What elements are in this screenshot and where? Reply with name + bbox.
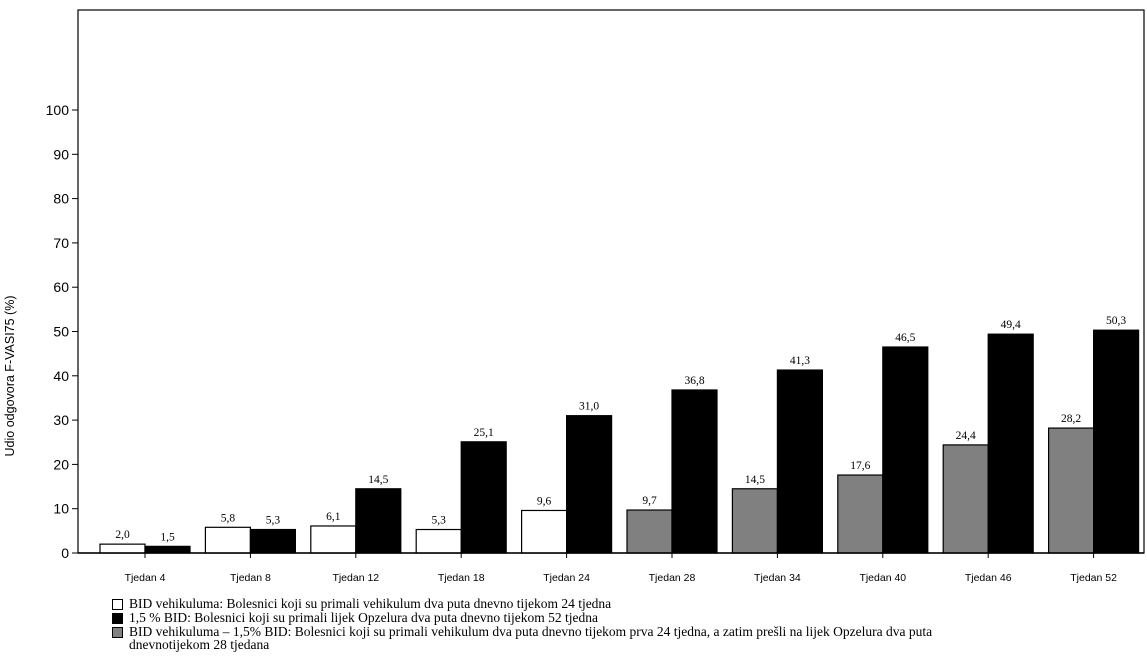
legend-swatch-white <box>112 599 123 610</box>
bar-value-label: 46,5 <box>895 332 915 344</box>
y-tick-label: 100 <box>46 102 70 118</box>
y-axis-label: Udio odgovora F-VASI75 (%) <box>3 296 17 457</box>
bar <box>460 441 507 554</box>
legend-swatch-gray <box>112 627 123 638</box>
bar <box>776 369 824 554</box>
bar <box>355 488 402 554</box>
legend-item-opzelura: 1,5 % BID: Bolesnici koji su primali lij… <box>112 611 1142 624</box>
legend-item-vehicle: BID vehikuluma: Bolesnici koji su primal… <box>112 597 1142 610</box>
bar-value-label: 5,8 <box>221 512 236 524</box>
bar <box>987 333 1034 554</box>
bar-value-label: 14,5 <box>368 474 388 486</box>
x-tick-label: Tjedan 18 <box>438 572 485 584</box>
bar <box>520 509 568 554</box>
y-tick-label: 80 <box>53 191 69 207</box>
x-tick-label: Tjedan 46 <box>965 572 1012 584</box>
bar <box>144 545 191 554</box>
x-tick-label: Tjedan 8 <box>230 572 271 584</box>
x-tick-label: Tjedan 52 <box>1070 572 1117 584</box>
bar-value-label: 28,2 <box>1061 413 1081 425</box>
bar <box>1047 427 1095 554</box>
y-tick-label: 70 <box>53 235 69 251</box>
legend-swatch-black <box>112 613 123 624</box>
bars-layer: 2,0 1,5 5,8 5,3 6,1 14,5 5,3 25,1 9,6 31,0 9,7 36,8… <box>99 315 1140 554</box>
bar <box>310 525 357 554</box>
bar <box>942 444 989 554</box>
bar <box>731 488 779 554</box>
bar <box>626 509 673 554</box>
bar-value-label: 50,3 <box>1106 315 1126 327</box>
bar-value-label: 24,4 <box>956 430 976 442</box>
bar <box>837 474 884 554</box>
bar-value-label: 41,3 <box>790 355 810 367</box>
bar-value-label: 49,4 <box>1001 319 1021 331</box>
y-tick-label: 30 <box>53 412 69 428</box>
bar <box>249 528 296 554</box>
bar <box>671 389 718 554</box>
bar-value-label: 9,6 <box>537 495 552 507</box>
x-tick-label: Tjedan 24 <box>543 572 590 584</box>
legend-label: BID vehikuluma – 1,5% BID: Bolesnici koj… <box>129 624 933 652</box>
bar <box>415 528 462 554</box>
bar-chart: 0 10 20 30 40 50 60 70 80 90 100 2,0 1,5 5,8 5,3 6,1 14… <box>3 9 1145 584</box>
x-tick-label: Tjedan 34 <box>754 572 801 584</box>
bar-value-label: 25,1 <box>474 427 494 439</box>
bar <box>99 543 146 554</box>
x-tick-label: Tjedan 40 <box>859 572 906 584</box>
y-tick-label: 90 <box>53 146 69 162</box>
bar <box>882 346 929 554</box>
bar-value-label: 36,8 <box>684 375 704 387</box>
bar-value-label: 5,3 <box>432 515 447 527</box>
bar-value-label: 14,5 <box>745 474 765 486</box>
y-axis: 0 10 20 30 40 50 60 70 80 90 100 <box>46 102 78 561</box>
legend: BID vehikuluma: Bolesnici koji su primal… <box>112 597 1142 652</box>
bar <box>565 415 613 554</box>
legend-label: 1,5 % BID: Bolesnici koji su primali lij… <box>129 610 599 625</box>
bar-value-label: 2,0 <box>115 529 130 541</box>
y-tick-label: 0 <box>61 545 69 561</box>
bar-value-label: 17,6 <box>850 460 870 472</box>
y-tick-label: 60 <box>53 279 69 295</box>
x-axis: Tjedan 4 Tjedan 8 Tjedan 12 Tjedan 18 Tjedan… <box>78 552 1144 584</box>
y-tick-label: 10 <box>53 501 69 517</box>
bar <box>204 526 251 554</box>
legend-item-switch: BID vehikuluma – 1,5% BID: Bolesnici koj… <box>112 625 1142 651</box>
x-tick-label: Tjedan 28 <box>649 572 696 584</box>
bar-value-label: 1,5 <box>160 531 175 543</box>
bar <box>1092 329 1140 554</box>
bar-value-label: 6,1 <box>326 511 341 523</box>
y-tick-label: 40 <box>53 368 69 384</box>
bar-value-label: 5,3 <box>266 515 281 527</box>
bar-value-label: 9,7 <box>642 495 657 507</box>
bar-value-label: 31,0 <box>579 401 599 413</box>
y-tick-label: 50 <box>53 324 69 340</box>
y-tick-label: 20 <box>53 456 69 472</box>
x-tick-label: Tjedan 4 <box>125 572 166 584</box>
x-tick-label: Tjedan 12 <box>332 572 379 584</box>
legend-label: BID vehikuluma: Bolesnici koji su primal… <box>129 596 612 611</box>
